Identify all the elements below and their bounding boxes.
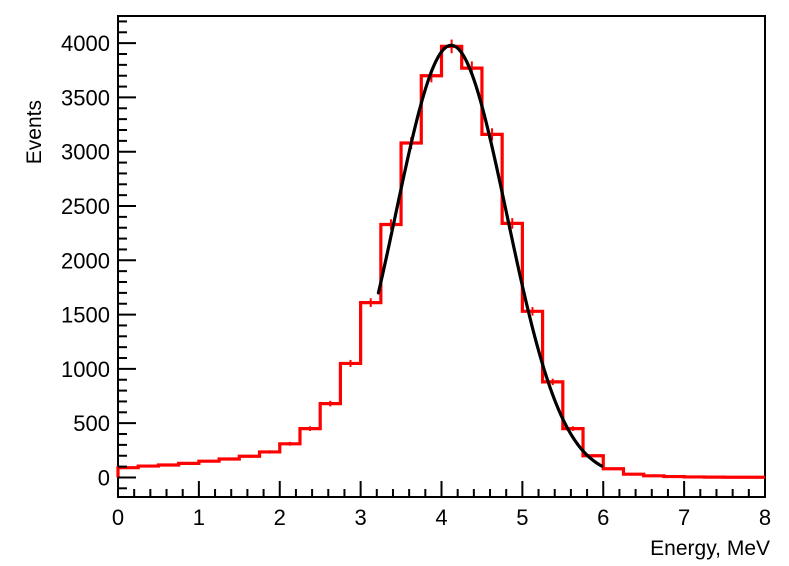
- y-axis-title: Events: [23, 100, 46, 164]
- fit-curve: [376, 43, 604, 468]
- y-tick-label: 2500: [61, 194, 110, 219]
- x-tick-label: 6: [597, 505, 609, 530]
- gaussian-fit-series: [376, 43, 604, 468]
- x-tick-label: 3: [355, 505, 367, 530]
- histogram-outline: [116, 44, 765, 479]
- plot-frame: [117, 15, 766, 498]
- histogram-series: [116, 39, 765, 479]
- x-tick-label: 4: [435, 505, 447, 530]
- x-tick-label: 2: [274, 505, 286, 530]
- plot-area: [117, 15, 766, 498]
- y-tick-label: 3500: [61, 85, 110, 110]
- y-tick-label: 1000: [61, 357, 110, 382]
- x-axis-title: Energy, MeV: [650, 537, 770, 560]
- x-tick-label: 7: [678, 505, 690, 530]
- x-tick-label: 1: [193, 505, 205, 530]
- y-tick-label: 2000: [61, 248, 110, 273]
- y-tick-label: 0: [98, 465, 110, 490]
- y-tick-label: 1500: [61, 303, 110, 328]
- axes: 0 1 2 3 4 5 6 7 8 0 500 1000 1500 2000 2500 3000 3500 400…: [61, 20, 771, 530]
- y-tick-label: 500: [73, 411, 110, 436]
- y-tick-label: 3000: [61, 140, 110, 165]
- x-tick-label: 5: [516, 505, 528, 530]
- x-tick-label: 0: [112, 505, 124, 530]
- y-tick-label: 4000: [61, 31, 110, 56]
- x-tick-label: 8: [759, 505, 771, 530]
